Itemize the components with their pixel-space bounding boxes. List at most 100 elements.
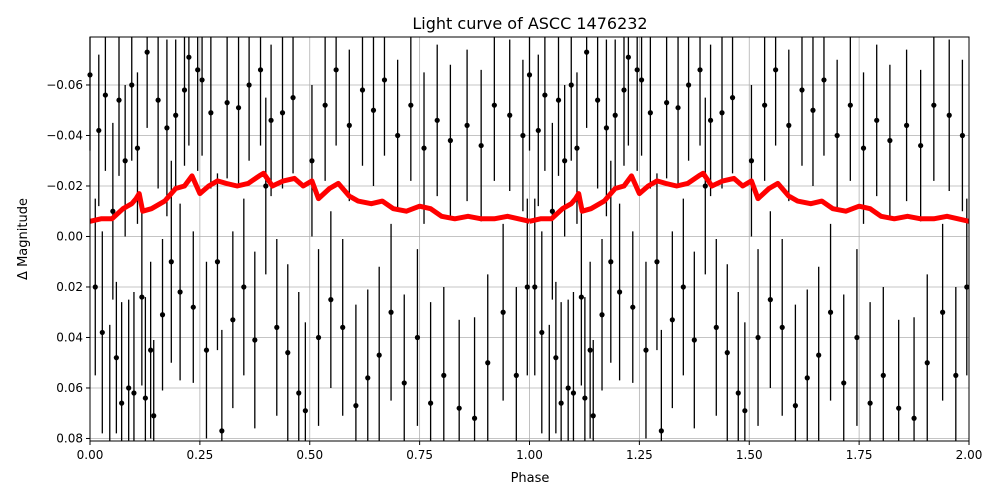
data-point xyxy=(513,372,519,378)
y-tick-label: −0.02 xyxy=(46,179,83,193)
x-tick-label: 0.25 xyxy=(187,448,214,462)
data-point xyxy=(471,415,478,421)
chart-title: Light curve of ASCC 1476232 xyxy=(412,14,647,33)
data-point xyxy=(370,107,377,113)
data-point xyxy=(173,112,179,118)
data-point xyxy=(263,183,269,189)
data-point xyxy=(558,400,564,406)
y-tick-label: −0.06 xyxy=(46,78,83,92)
data-point xyxy=(574,145,580,151)
data-point xyxy=(578,294,584,300)
data-point xyxy=(268,117,274,123)
data-point xyxy=(110,208,116,214)
data-point xyxy=(742,408,748,414)
data-point xyxy=(786,122,792,128)
data-point xyxy=(500,309,506,315)
data-point xyxy=(804,375,810,381)
data-point xyxy=(691,337,697,343)
data-point xyxy=(148,347,154,353)
data-point xyxy=(119,400,125,406)
data-point xyxy=(931,102,937,108)
data-point xyxy=(520,132,526,139)
data-point xyxy=(478,142,484,149)
data-point xyxy=(134,145,141,151)
data-point xyxy=(241,284,247,290)
data-point xyxy=(333,67,339,73)
data-point xyxy=(903,122,910,128)
data-point xyxy=(816,352,822,358)
data-point xyxy=(186,54,192,60)
x-tick-label: 1.00 xyxy=(516,448,543,462)
data-point xyxy=(654,259,660,265)
x-tick-label: 2.00 xyxy=(956,448,983,462)
data-point xyxy=(177,289,183,295)
data-point xyxy=(139,294,145,300)
data-point xyxy=(365,375,371,381)
data-point xyxy=(924,360,930,366)
data-point xyxy=(203,347,210,353)
trend-line-group xyxy=(89,170,970,224)
data-point xyxy=(539,329,545,336)
data-point xyxy=(584,49,590,55)
data-point xyxy=(447,137,453,144)
data-point xyxy=(485,360,491,366)
y-tick-label: 0.08 xyxy=(56,431,83,445)
data-point xyxy=(434,117,440,123)
data-point xyxy=(195,67,201,73)
data-point xyxy=(570,390,577,396)
data-point xyxy=(621,87,627,93)
data-point xyxy=(719,110,725,116)
data-point xyxy=(799,87,805,93)
data-point xyxy=(590,413,596,419)
data-point xyxy=(524,284,530,290)
data-point xyxy=(599,312,605,318)
data-point xyxy=(779,324,785,330)
data-point xyxy=(595,97,601,103)
data-point xyxy=(235,105,242,111)
data-point xyxy=(896,405,902,411)
data-point xyxy=(697,67,703,73)
data-point xyxy=(767,297,773,303)
data-point xyxy=(565,385,571,391)
data-point xyxy=(792,403,798,409)
data-point xyxy=(555,97,562,103)
data-point xyxy=(854,334,860,341)
data-point xyxy=(421,145,427,151)
data-point xyxy=(441,372,447,378)
data-point xyxy=(155,97,161,103)
data-point xyxy=(346,122,352,128)
data-point xyxy=(729,95,736,101)
data-point xyxy=(408,102,414,108)
data-point xyxy=(553,355,559,361)
data-point xyxy=(964,284,970,290)
y-tick-label: 0.06 xyxy=(56,381,83,395)
data-point xyxy=(208,110,214,116)
data-point xyxy=(562,158,568,164)
data-point xyxy=(131,390,137,396)
data-point xyxy=(535,127,541,134)
data-point xyxy=(199,77,205,83)
data-point xyxy=(911,415,917,421)
x-tick-label: 1.50 xyxy=(736,448,763,462)
data-point xyxy=(168,259,174,265)
y-tick-label: 0.04 xyxy=(56,330,83,344)
x-tick-label: 1.75 xyxy=(846,448,873,462)
data-point xyxy=(532,284,538,290)
x-tick-label: 0.75 xyxy=(406,448,433,462)
data-point xyxy=(526,72,533,78)
data-point xyxy=(880,372,886,378)
data-point xyxy=(142,395,148,401)
data-point xyxy=(456,405,462,411)
data-point xyxy=(959,132,966,139)
data-point xyxy=(860,145,867,151)
data-point xyxy=(296,390,302,396)
y-tick-label: −0.04 xyxy=(46,128,83,142)
data-point xyxy=(395,132,401,139)
data-point xyxy=(159,312,166,318)
data-point xyxy=(401,380,407,386)
data-point xyxy=(542,92,548,98)
data-point xyxy=(164,125,170,131)
data-point xyxy=(669,317,675,323)
data-point xyxy=(773,67,779,73)
data-point xyxy=(116,97,122,103)
